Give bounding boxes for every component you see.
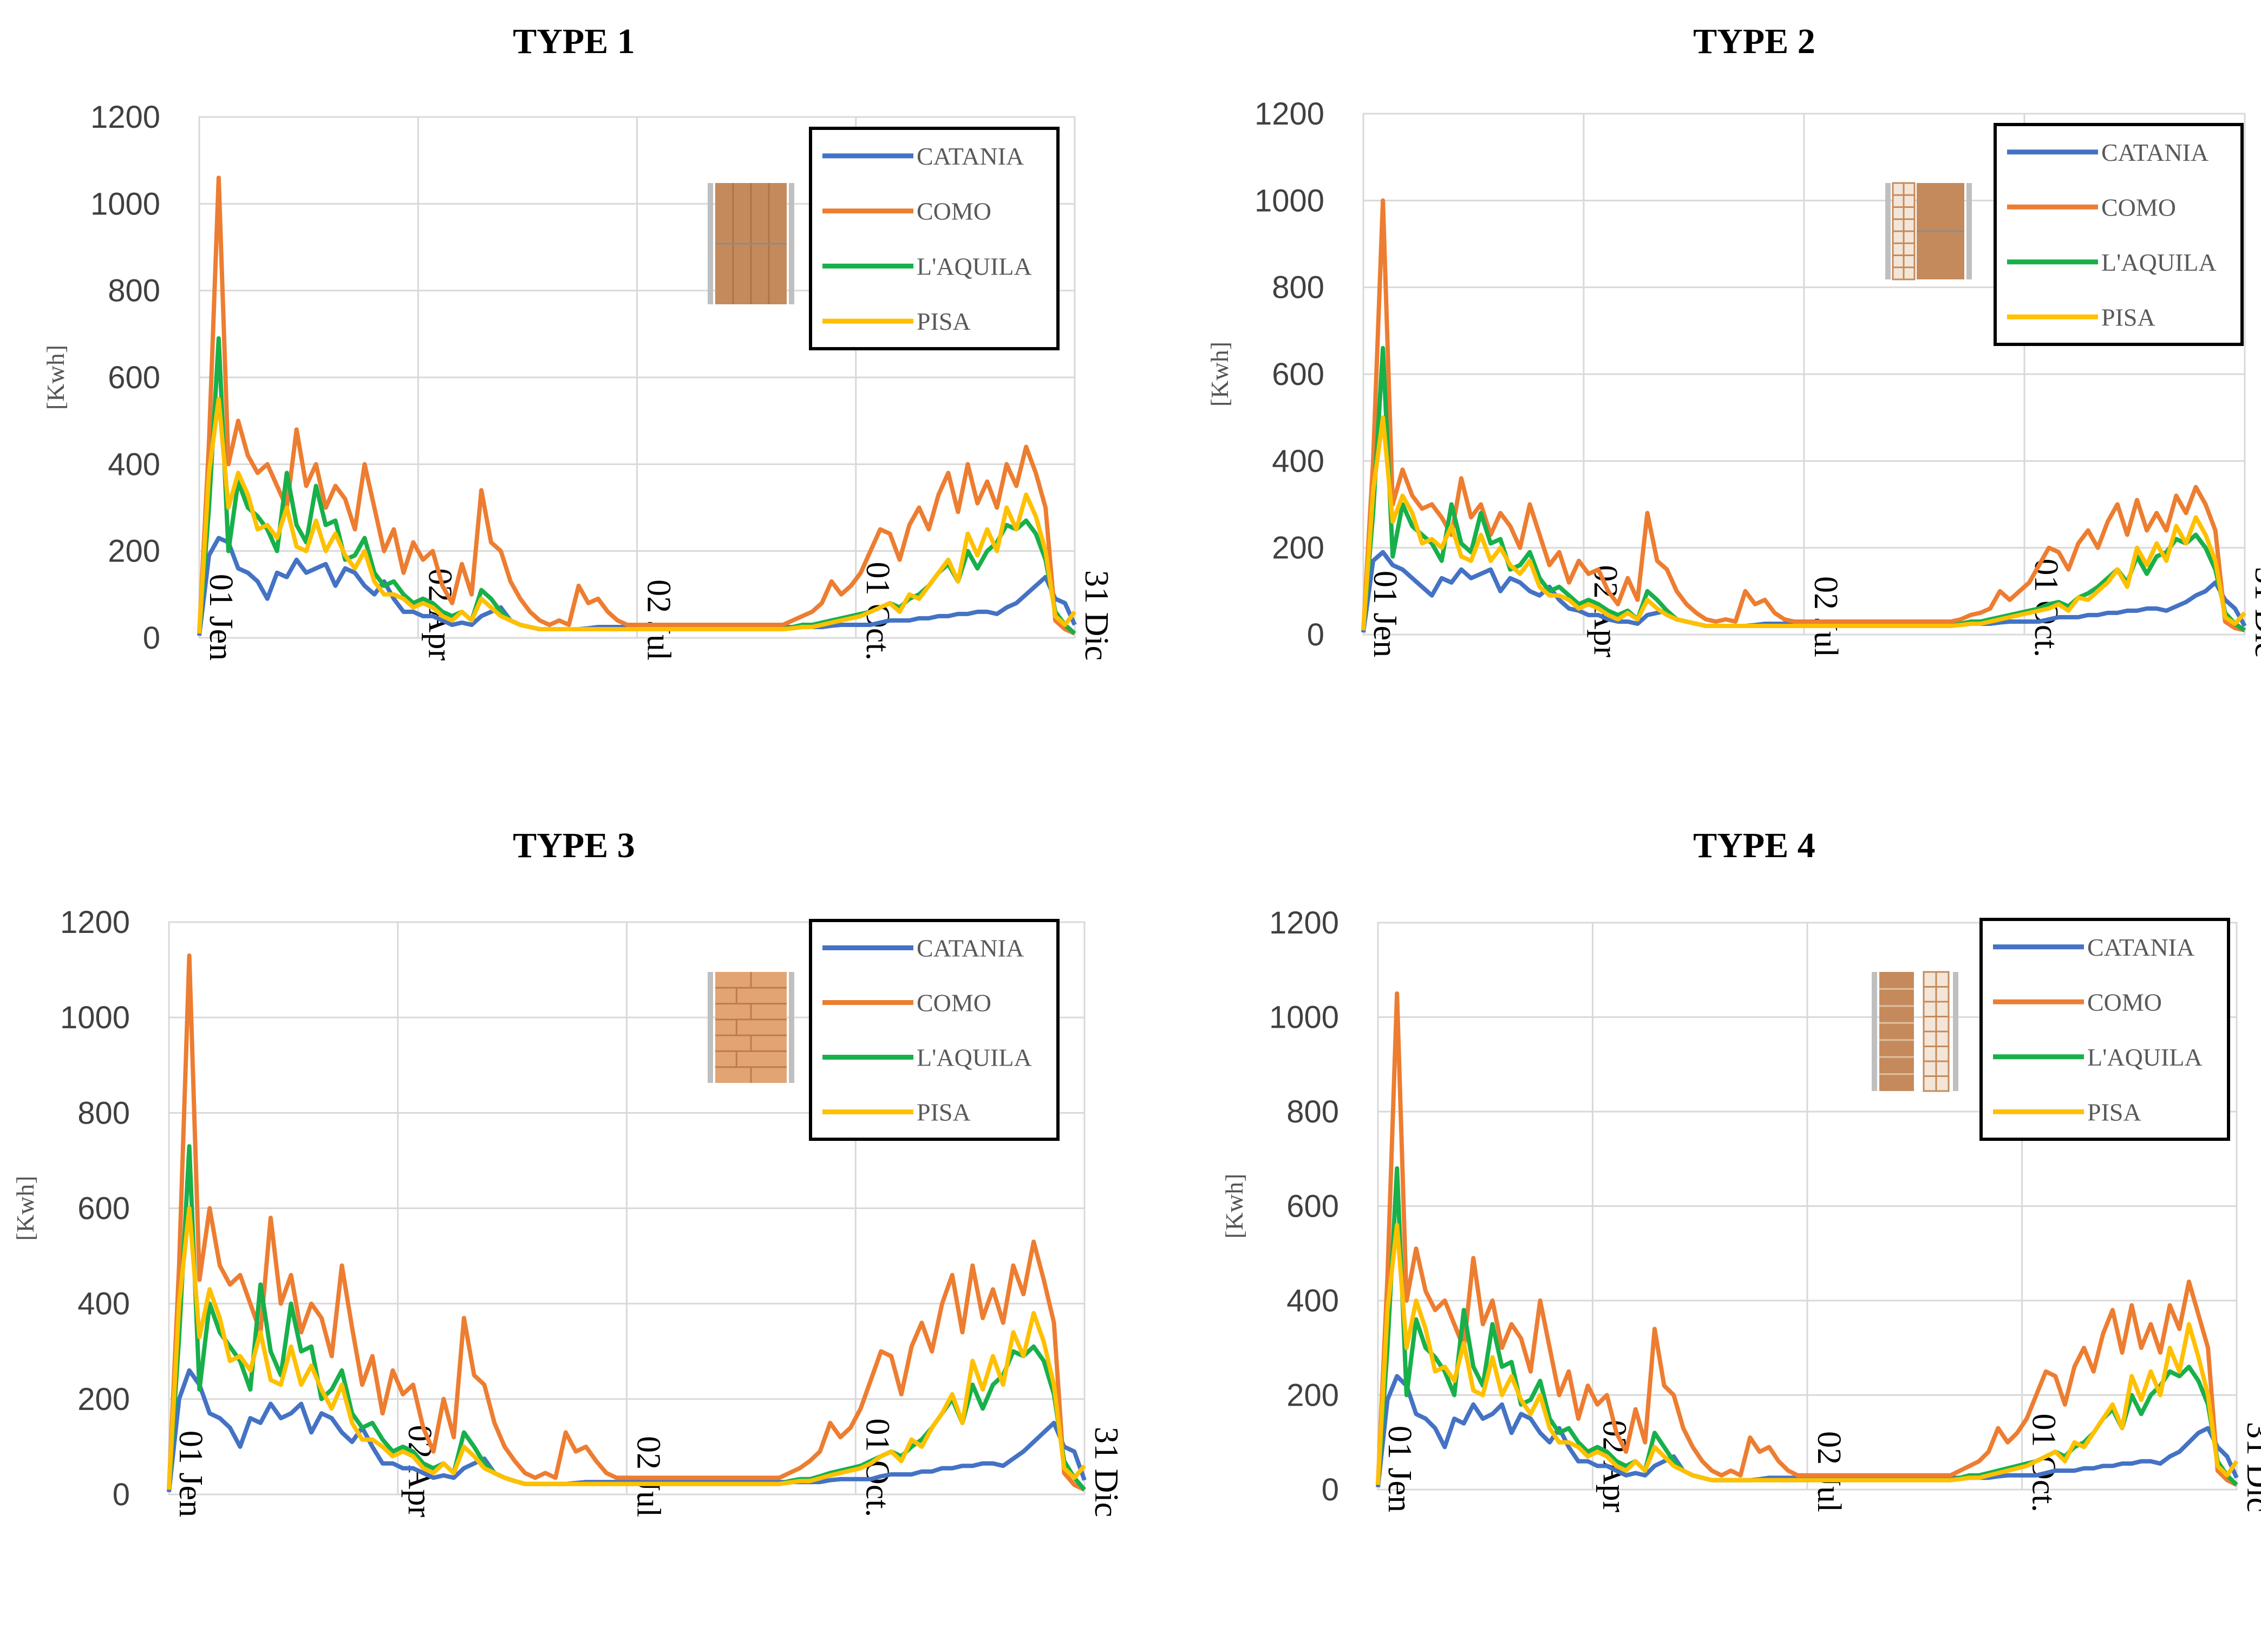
y-tick-label: 0 bbox=[1322, 1472, 1339, 1507]
series-line-pisa bbox=[1361, 415, 2246, 631]
legend-box bbox=[1994, 123, 2244, 346]
legend-label: L'AQUILA bbox=[917, 252, 1032, 280]
y-tick-label: 1000 bbox=[90, 186, 160, 221]
y-tick-label: 600 bbox=[77, 1191, 130, 1226]
legend: CATANIA COMO L'AQUILA PISA bbox=[1994, 123, 2244, 346]
y-tick-label: 600 bbox=[1272, 357, 1324, 392]
y-tick-label: 1200 bbox=[1254, 96, 1324, 132]
plaster-strip bbox=[1872, 972, 1877, 1091]
y-tick-label: 0 bbox=[113, 1477, 130, 1512]
legend-label: PISA bbox=[917, 1099, 971, 1126]
legend-label: COMO bbox=[917, 989, 991, 1017]
y-tick-label: 200 bbox=[1286, 1378, 1339, 1413]
chart-title: TYPE 1 bbox=[513, 22, 635, 61]
chart-title: TYPE 2 bbox=[1693, 22, 1815, 61]
legend-label: PISA bbox=[2087, 1098, 2141, 1126]
y-tick-label: 0 bbox=[1307, 617, 1324, 652]
x-tick-label: 31 Dic bbox=[1088, 1427, 1125, 1517]
y-tick-label: 400 bbox=[1272, 443, 1324, 479]
legend-label: CATANIA bbox=[917, 142, 1024, 170]
x-tick-label: 01 Jen bbox=[172, 1431, 209, 1517]
legend-label: CATANIA bbox=[2101, 139, 2208, 166]
y-tick-label: 1000 bbox=[1269, 1000, 1339, 1035]
y-tick-label: 400 bbox=[1286, 1283, 1339, 1318]
legend-label: PISA bbox=[917, 308, 971, 335]
series-line-como bbox=[167, 953, 1086, 1492]
y-tick-label: 400 bbox=[108, 447, 160, 482]
legend-label: CATANIA bbox=[917, 935, 1024, 962]
solid-brick bbox=[715, 972, 787, 1083]
legend: CATANIA COMO L'AQUILA PISA bbox=[1979, 918, 2230, 1141]
y-tick-label: 200 bbox=[108, 534, 160, 569]
legend-box bbox=[809, 127, 1060, 350]
plaster-strip bbox=[1885, 183, 1891, 279]
legend-label: COMO bbox=[917, 198, 991, 225]
y-tick-label: 1200 bbox=[90, 100, 160, 135]
legend-box bbox=[809, 919, 1060, 1141]
solid-brick bbox=[1879, 972, 1914, 1091]
series-line-como bbox=[1361, 198, 2245, 632]
chart-title: TYPE 4 bbox=[1693, 826, 1815, 865]
x-tick-label: 01 Jen bbox=[202, 574, 239, 661]
y-tick-label: 0 bbox=[143, 621, 160, 656]
y-tick-label: 400 bbox=[77, 1287, 130, 1322]
y-tick-label: 1200 bbox=[1269, 905, 1339, 941]
plaster-strip bbox=[1953, 972, 1958, 1091]
solid-brick-wall-icon bbox=[708, 183, 794, 304]
series-line-pisa bbox=[197, 397, 1077, 634]
chart-title: TYPE 3 bbox=[513, 826, 635, 865]
series-line-como bbox=[1376, 991, 2238, 1487]
x-tick-label: 01 Jen bbox=[1381, 1426, 1418, 1512]
y-tick-label: 800 bbox=[77, 1095, 130, 1131]
legend-box bbox=[1979, 918, 2230, 1141]
y-axis-label: [Kwh] bbox=[1220, 1173, 1248, 1238]
plaster-strip bbox=[708, 972, 713, 1083]
series-line-pisa bbox=[167, 1206, 1087, 1490]
legend-label: L'AQUILA bbox=[2101, 249, 2217, 276]
series-line-como bbox=[197, 175, 1076, 636]
y-tick-label: 1000 bbox=[1254, 183, 1324, 218]
plaster-strip bbox=[789, 183, 794, 304]
y-tick-label: 800 bbox=[108, 273, 160, 309]
y-tick-label: 600 bbox=[108, 360, 160, 395]
composite-brick-wall-icon bbox=[1872, 971, 1958, 1092]
legend-label: COMO bbox=[2101, 193, 2176, 221]
y-tick-label: 200 bbox=[1272, 531, 1324, 566]
plaster-strip bbox=[708, 183, 713, 304]
legend-label: L'AQUILA bbox=[2087, 1043, 2203, 1071]
y-tick-label: 800 bbox=[1272, 270, 1324, 305]
plaster-strip bbox=[1966, 183, 1972, 279]
brick-wall-icon bbox=[708, 972, 794, 1083]
y-axis-label: [Kwh] bbox=[1206, 342, 1233, 407]
x-tick-label: 31 Dic bbox=[1078, 570, 1115, 661]
legend: CATANIA COMO L'AQUILA PISA bbox=[809, 127, 1060, 350]
x-tick-label: 31 Dic bbox=[2240, 1422, 2261, 1512]
x-tick-label: 02 Jul bbox=[1811, 1431, 1847, 1512]
hollow-brick-wall-icon bbox=[1885, 182, 1972, 280]
y-axis-label: [Kwh] bbox=[42, 345, 69, 410]
y-tick-label: 1200 bbox=[60, 905, 130, 940]
x-tick-label: 31 Dic bbox=[2248, 567, 2261, 657]
y-axis-label: [Kwh] bbox=[11, 1176, 39, 1240]
legend: CATANIA COMO L'AQUILA PISA bbox=[809, 919, 1060, 1141]
legend-label: L'AQUILA bbox=[917, 1044, 1032, 1072]
series-line-pisa bbox=[1376, 1223, 2239, 1485]
legend-label: PISA bbox=[2101, 303, 2155, 331]
x-tick-label: 02 Jul bbox=[1807, 576, 1844, 657]
y-tick-label: 200 bbox=[77, 1382, 130, 1417]
x-tick-label: 01 Jen bbox=[1367, 571, 1403, 657]
series-line-catania bbox=[1376, 1374, 2239, 1488]
legend-label: CATANIA bbox=[2087, 933, 2194, 961]
x-tick-label: 02 Jul bbox=[641, 579, 677, 661]
legend-label: COMO bbox=[2087, 988, 2162, 1016]
y-tick-label: 600 bbox=[1286, 1189, 1339, 1224]
y-tick-label: 1000 bbox=[60, 1000, 130, 1035]
plaster-strip bbox=[789, 972, 794, 1083]
y-tick-label: 800 bbox=[1286, 1094, 1339, 1129]
